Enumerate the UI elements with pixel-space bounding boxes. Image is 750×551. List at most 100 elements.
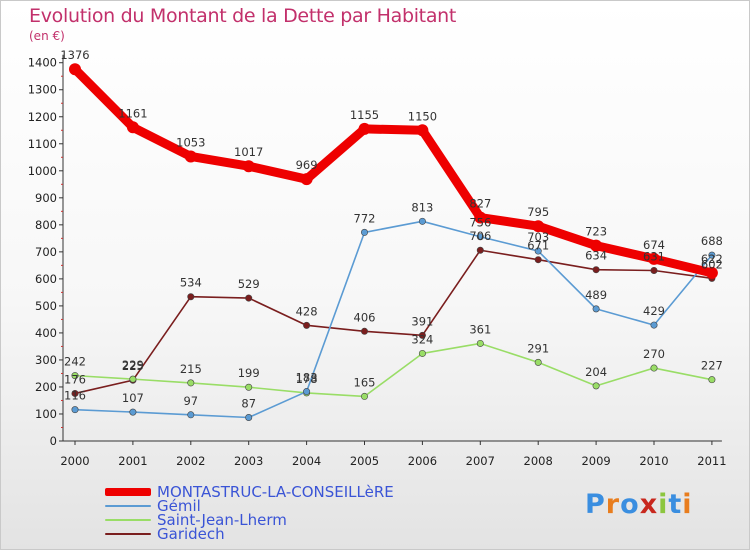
data-point [476,233,484,241]
data-label: 795 [527,205,549,219]
data-point [126,121,139,134]
data-label: 176 [64,372,86,386]
data-label: 215 [180,362,202,376]
data-label: 199 [238,366,260,380]
legend-swatch [105,505,151,507]
x-tick-label: 2008 [524,454,553,468]
data-label: 772 [354,211,376,225]
x-tick-label: 2004 [292,454,321,468]
y-tick-label: 400 [35,326,57,340]
data-point [418,217,426,225]
data-point [129,408,137,416]
data-point [303,321,311,329]
data-label: 87 [241,396,256,410]
data-label: 227 [701,359,723,373]
x-tick-label: 2002 [176,454,205,468]
legend-swatch [105,533,151,535]
data-point [71,372,79,380]
legend-label: MONTASTRUC-LA-CONSEILLèRE [157,483,394,501]
data-label: 324 [411,332,433,346]
data-label: 529 [238,277,260,291]
y-tick-label: 0 [50,434,57,448]
x-tick-label: 2007 [466,454,495,468]
data-label: 622 [701,252,723,266]
data-point [590,239,603,252]
data-label: 204 [585,365,607,379]
data-point [129,375,137,383]
unit-label: (en €) [29,29,65,43]
proxiti-logo: Proxiti [585,489,693,520]
data-label: 391 [411,314,433,328]
data-label: 534 [180,276,202,290]
y-tick-label: 1200 [28,110,57,124]
y-tick-label: 1400 [28,56,57,70]
data-point [360,228,368,236]
series-line-0 [70,64,717,278]
data-point [474,211,487,224]
data-point [245,383,253,391]
data-label: 674 [643,238,665,252]
data-label: 1376 [60,48,89,62]
data-point [708,376,716,384]
data-label: 1017 [234,145,263,159]
y-tick-label: 800 [35,218,57,232]
data-point [187,293,195,301]
data-point [187,379,195,387]
data-label: 291 [527,341,549,355]
data-point [534,256,542,264]
y-tick-label: 1100 [28,137,57,151]
data-point [360,327,368,335]
data-label: 631 [643,250,665,264]
data-point [245,294,253,302]
data-label: 634 [585,249,607,263]
y-tick-label: 1000 [28,164,57,178]
data-point [650,321,658,329]
data-point [708,251,716,259]
data-label: 706 [469,229,491,243]
data-label: 229 [122,358,144,372]
data-label: 428 [296,304,318,318]
data-point [360,392,368,400]
y-tick-label: 1300 [28,83,57,97]
legend-label: Saint-Jean-Lherm [157,511,287,529]
data-label: 406 [354,310,376,324]
x-tick-label: 2001 [118,454,147,468]
chart-title: Evolution du Montant de la Dette par Hab… [29,5,457,27]
data-point [476,339,484,347]
data-point [184,150,197,163]
data-label: 602 [701,257,723,271]
y-tick-label: 200 [35,380,57,394]
series-line-2 [74,342,713,398]
x-tick-label: 2005 [350,454,379,468]
data-point [592,305,600,313]
y-tick-label: 300 [35,353,57,367]
data-point [534,358,542,366]
legend-item: Garidech [105,525,394,543]
data-point [300,173,313,186]
series-line-1 [74,220,713,419]
data-label: 1053 [176,135,205,149]
y-tick-label: 100 [35,407,57,421]
legend-item: Gémil [105,497,394,515]
data-point [69,63,81,76]
legend-label: Garidech [157,525,225,543]
legend: MONTASTRUC-LA-CONSEILLèRE Gémil Saint-Jean… [105,483,394,543]
data-label: 361 [469,322,491,336]
data-label: 225 [122,359,144,373]
y-tick-label: 500 [35,299,57,313]
x-tick-label: 2003 [234,454,263,468]
data-point [418,331,426,339]
data-label: 827 [469,197,491,211]
data-point [592,266,600,274]
data-label: 178 [296,372,318,386]
data-label: 165 [354,375,376,389]
data-label: 1155 [350,108,379,122]
data-point [476,246,484,254]
legend-label: Gémil [157,497,201,515]
legend-item: MONTASTRUC-LA-CONSEILLèRE [105,483,394,501]
data-point [71,406,79,414]
data-label: 270 [643,347,665,361]
y-tick-label: 700 [35,245,57,259]
x-tick-label: 2000 [60,454,89,468]
